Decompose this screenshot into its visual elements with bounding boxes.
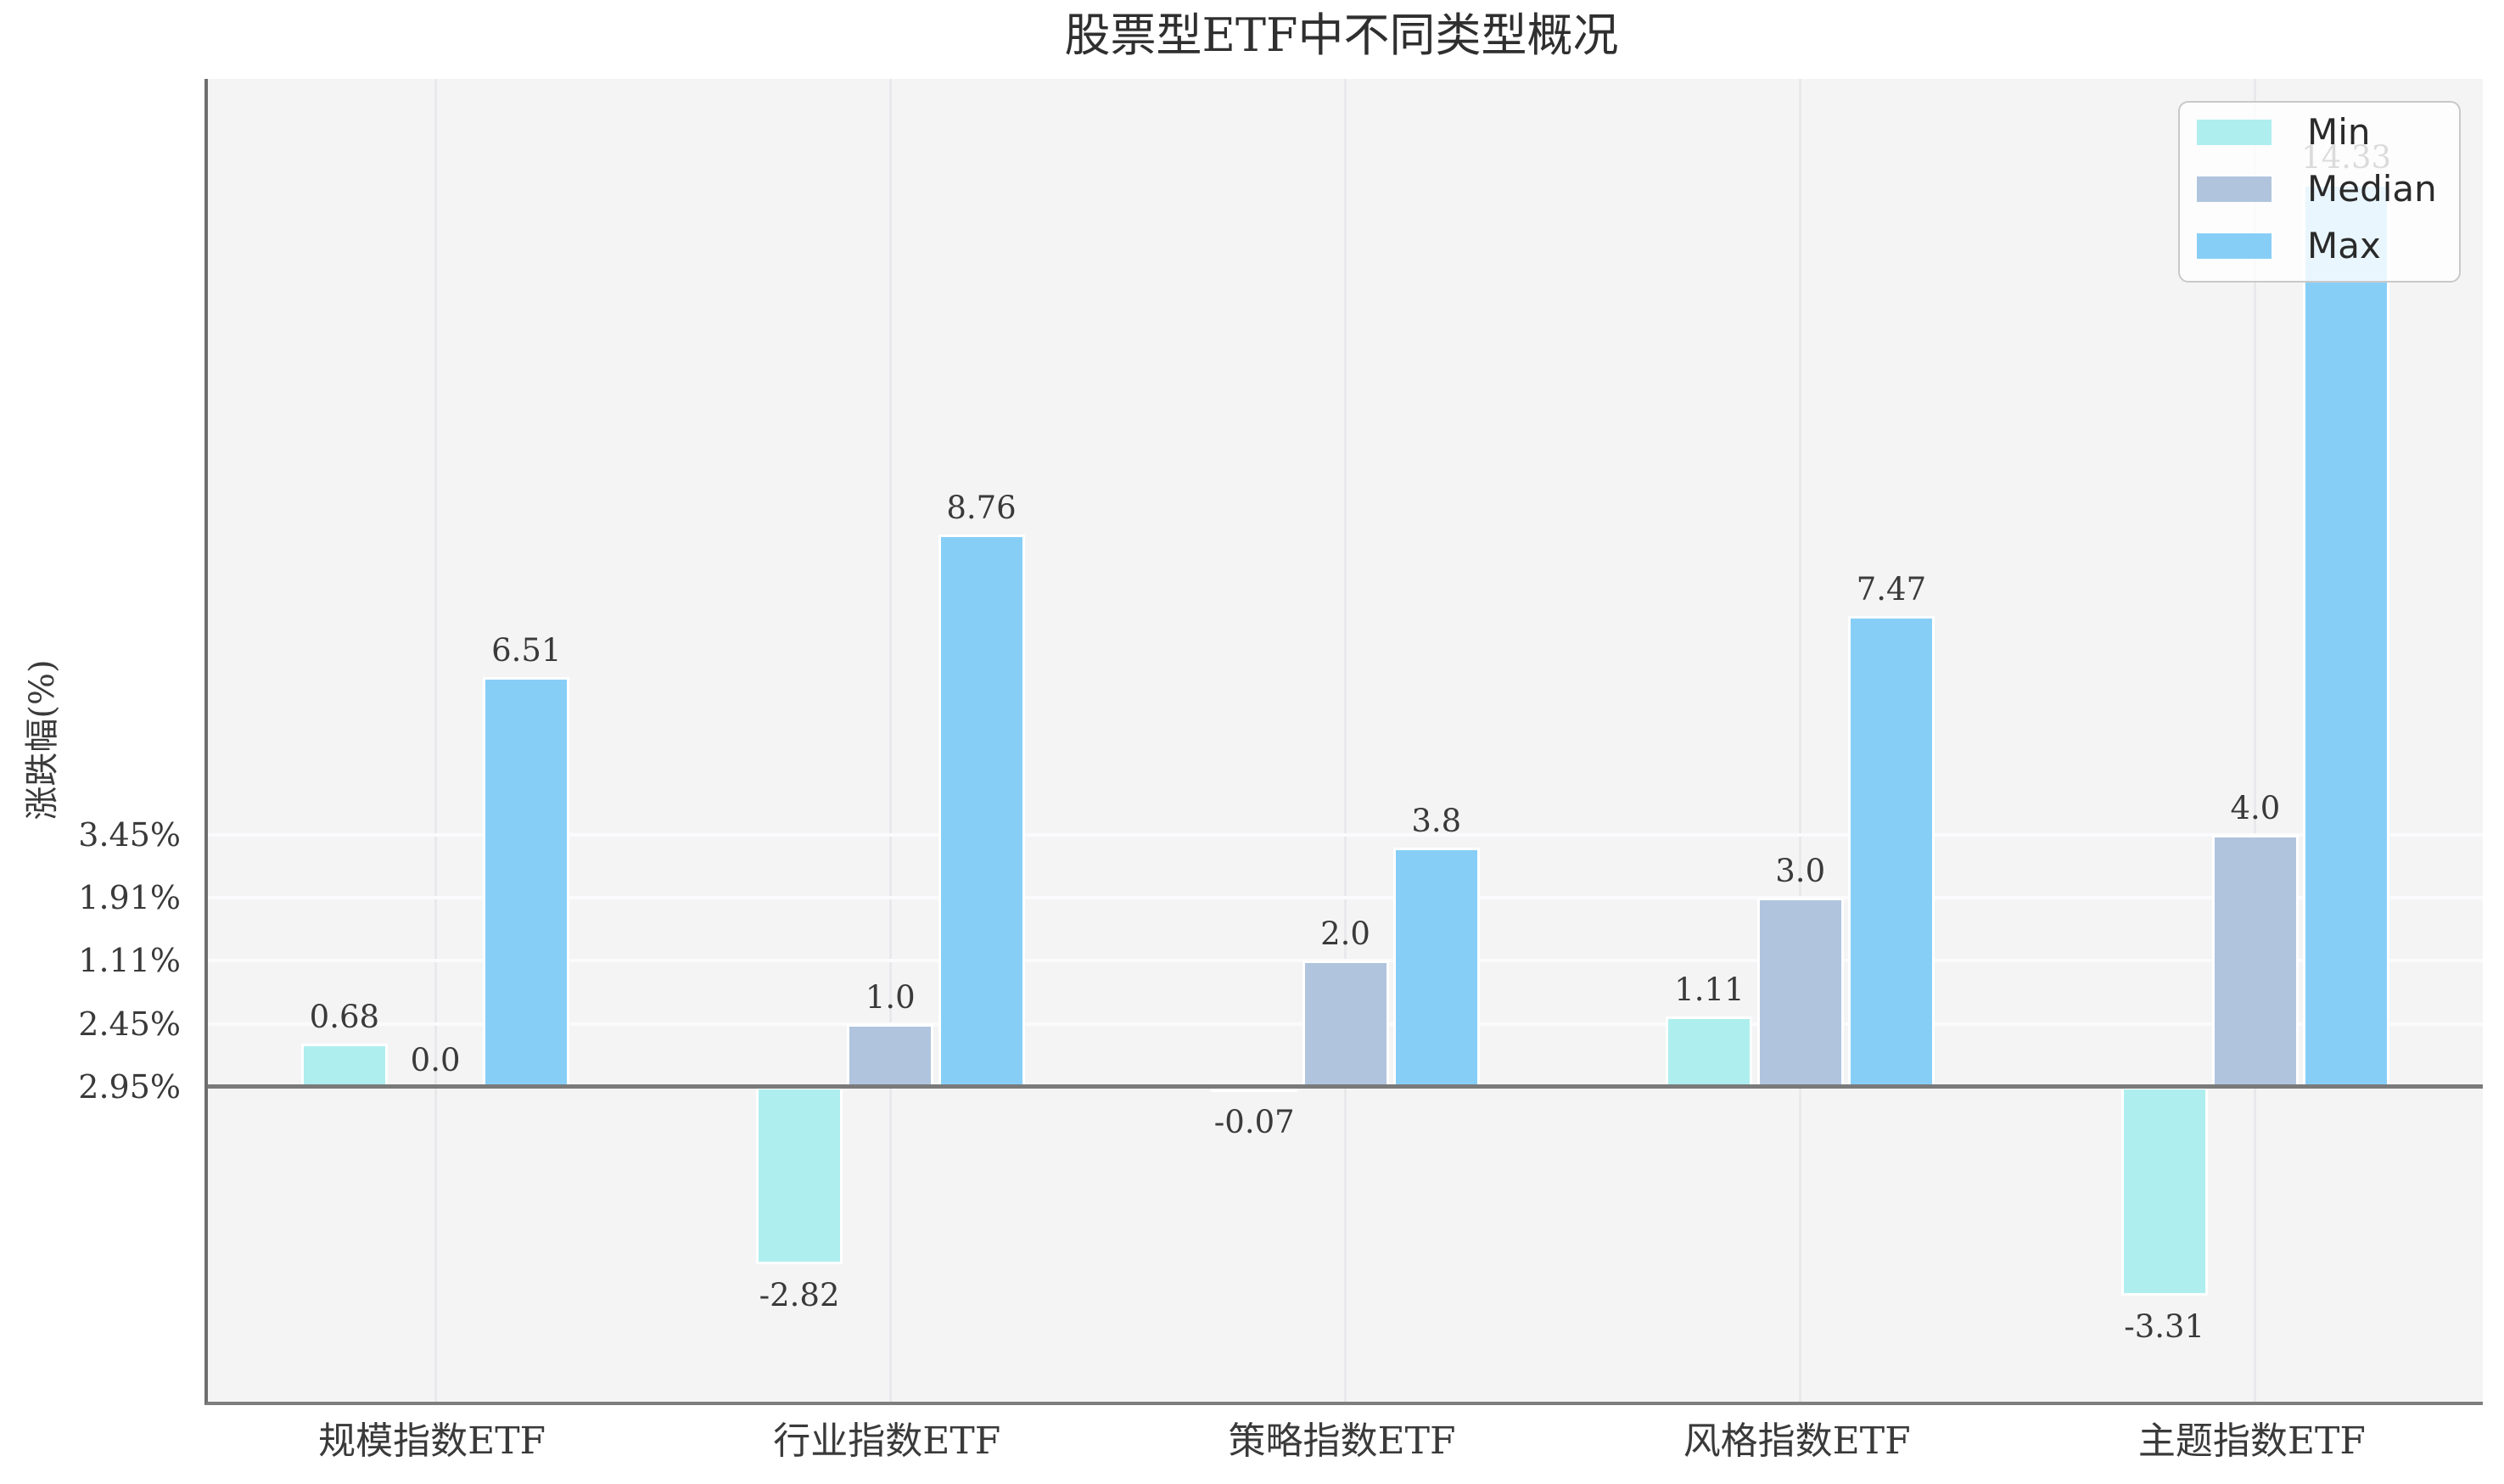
bar-value-label-min-3: 1.11 xyxy=(1674,972,1745,1009)
bar-max-1 xyxy=(938,535,1025,1087)
bar-value-label-median-3: 3.0 xyxy=(1775,853,1826,890)
bar-value-label-median-4: 4.0 xyxy=(2230,789,2281,826)
bar-min-0 xyxy=(300,1044,388,1087)
plot-area: 0.68 -2.82 -0.07 1.11 -3.31 0.0 1.0 2.0 3.0 4.0 6.… xyxy=(204,79,2483,1405)
y-tick-label: 3.45% xyxy=(78,815,181,854)
bar-min-4 xyxy=(2120,1086,2208,1296)
x-tick-label-4: 主题指数ETF xyxy=(2137,1420,2366,1463)
bar-max-4 xyxy=(2303,183,2390,1087)
zero-axis-line xyxy=(208,1084,2483,1089)
x-tick-label-1: 行业指数ETF xyxy=(773,1420,1001,1463)
legend: Min Median Max xyxy=(2178,101,2461,283)
bar-value-label-max-1: 8.76 xyxy=(946,490,1017,527)
vertical-gridline xyxy=(1799,79,1802,1402)
bar-value-label-median-0: 0.0 xyxy=(410,1041,461,1078)
bar-max-3 xyxy=(1847,616,1935,1087)
legend-entry-min: Min xyxy=(2197,115,2459,150)
legend-swatch-min xyxy=(2197,120,2272,145)
bar-max-0 xyxy=(483,676,570,1087)
legend-entry-median: Median xyxy=(2197,171,2459,207)
vertical-gridline xyxy=(888,79,892,1402)
horizontal-gridline xyxy=(208,832,2483,837)
bar-value-label-min-1: -2.82 xyxy=(759,1277,840,1314)
bar-value-label-median-1: 1.0 xyxy=(865,978,916,1016)
bar-value-label-max-0: 6.51 xyxy=(491,631,562,669)
bar-value-label-min-0: 0.68 xyxy=(309,999,380,1036)
y-axis-label: 涨跌幅(%) xyxy=(23,659,62,820)
legend-label-min: Min xyxy=(2307,111,2371,153)
legend-swatch-median xyxy=(2197,176,2272,202)
bar-value-label-median-2: 2.0 xyxy=(1320,916,1370,953)
bar-min-3 xyxy=(1666,1016,1753,1087)
vertical-gridline xyxy=(1344,79,1347,1402)
bar-median-3 xyxy=(1756,898,1844,1087)
x-tick-label-0: 规模指数ETF xyxy=(318,1420,546,1463)
legend-label-max: Max xyxy=(2307,225,2381,266)
horizontal-gridline xyxy=(208,896,2483,900)
bar-median-1 xyxy=(847,1023,934,1087)
bar-value-label-max-2: 3.8 xyxy=(1411,802,1462,839)
bar-value-label-min-2: -0.07 xyxy=(1213,1104,1295,1140)
bar-min-1 xyxy=(756,1086,843,1265)
y-tick-label: 2.95% xyxy=(78,1067,181,1106)
legend-label-median: Median xyxy=(2307,168,2437,210)
bar-value-label-max-3: 7.47 xyxy=(1856,571,1927,608)
y-tick-label: 2.45% xyxy=(78,1005,181,1043)
vertical-gridline xyxy=(434,79,437,1402)
x-tick-label-3: 风格指数ETF xyxy=(1683,1420,1911,1463)
x-tick-label-2: 策略指数ETF xyxy=(1228,1420,1456,1463)
legend-swatch-max xyxy=(2197,233,2272,259)
y-tick-label: 1.11% xyxy=(78,942,181,980)
chart-title: 股票型ETF中不同类型概况 xyxy=(1064,8,1619,62)
legend-entry-max: Max xyxy=(2197,228,2459,264)
bar-median-2 xyxy=(1302,960,1389,1087)
y-tick-label: 1.91% xyxy=(78,879,181,917)
bar-median-4 xyxy=(2211,834,2299,1087)
vertical-gridline xyxy=(2254,79,2257,1402)
bar-value-label-min-4: -3.31 xyxy=(2124,1308,2205,1345)
bar-max-2 xyxy=(1392,847,1480,1087)
